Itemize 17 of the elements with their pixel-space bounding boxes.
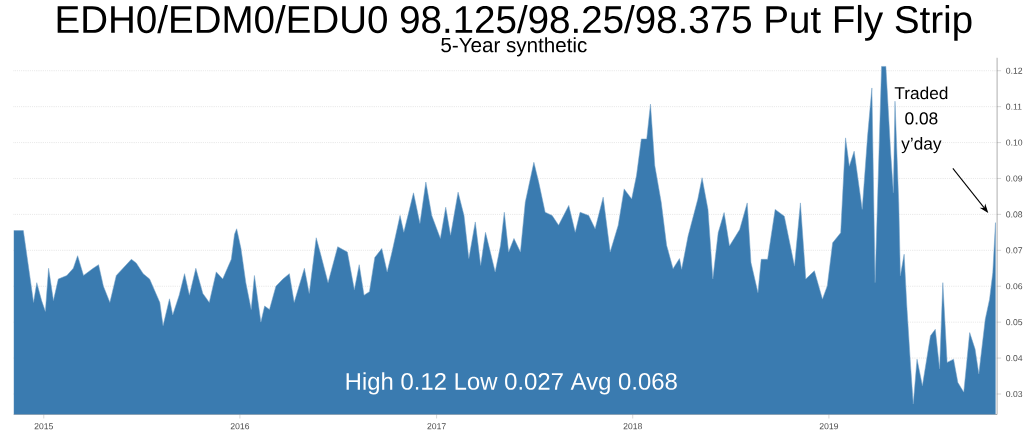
annotation: Traded 0.08 y’day <box>894 86 948 153</box>
x-tick-label: 2019 <box>819 422 839 430</box>
y-tick-label: 0.09 <box>1006 175 1023 182</box>
y-tick-label: 0.11 <box>1006 103 1022 110</box>
annotation: High 0.12 Low 0.027 Avg 0.068 <box>346 372 677 395</box>
y-tick-label: 0.10 <box>1006 139 1023 146</box>
y-tick-label: 0.04 <box>1006 354 1023 361</box>
x-tick-label: 2018 <box>623 422 642 430</box>
x-tick-label: 2017 <box>427 422 446 430</box>
y-tick-label: 0.08 <box>1006 211 1023 218</box>
y-tick-label: 0.12 <box>1006 67 1023 74</box>
x-tick-label: 2016 <box>230 422 250 430</box>
y-tick-label: 0.03 <box>1006 390 1023 397</box>
y-tick-label: 0.05 <box>1006 318 1023 326</box>
x-tick-label: 2015 <box>34 422 53 430</box>
y-tick-label: 0.07 <box>1006 247 1023 254</box>
y-tick-label: 0.06 <box>1006 283 1023 290</box>
